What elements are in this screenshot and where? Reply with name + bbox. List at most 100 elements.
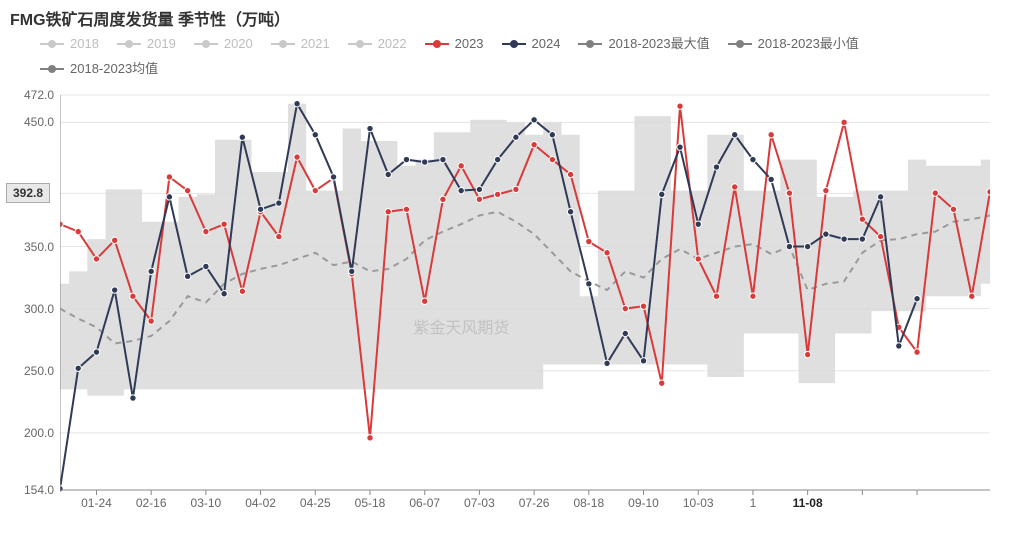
x-tick-label: 08-18 (573, 496, 604, 510)
legend-label: 2022 (378, 33, 407, 55)
legend-dot-icon (48, 65, 56, 73)
series-2024-marker (148, 268, 154, 274)
series-2023-marker (166, 174, 172, 180)
series-2024-marker (586, 281, 592, 287)
x-tick-label: 06-07 (409, 496, 440, 510)
series-2023-marker (604, 250, 610, 256)
legend-item-7[interactable]: 2018-2023最大值 (578, 33, 709, 55)
series-2023-marker (640, 303, 646, 309)
series-2024-marker (93, 349, 99, 355)
series-2023-marker (367, 435, 373, 441)
y-tick-label: 350.0 (10, 240, 54, 254)
series-2024-marker (184, 273, 190, 279)
x-tick-label: 07-26 (519, 496, 550, 510)
legend-dot-icon (356, 40, 364, 48)
series-2023-marker (312, 187, 318, 193)
x-tick-label: 04-02 (245, 496, 276, 510)
series-2023-marker (695, 256, 701, 262)
series-2023-marker (476, 196, 482, 202)
series-2023-marker (950, 206, 956, 212)
legend-label: 2024 (532, 33, 561, 55)
series-2024-marker (166, 194, 172, 200)
series-2023-marker (513, 186, 519, 192)
series-2023-marker (422, 298, 428, 304)
series-2023-marker (294, 154, 300, 160)
series-2023-marker (786, 190, 792, 196)
y-tick-label: 472.0 (10, 88, 54, 102)
series-2023-marker (494, 191, 500, 197)
legend-swatch (425, 43, 449, 45)
series-2024-marker (659, 191, 665, 197)
legend-dot-icon (125, 40, 133, 48)
legend-item-2[interactable]: 2020 (194, 33, 253, 55)
series-2024-marker (367, 125, 373, 131)
series-2023-marker (987, 189, 990, 195)
y-axis-current-marker: 392.8 (6, 183, 50, 203)
series-2023-marker (914, 349, 920, 355)
legend-item-4[interactable]: 2022 (348, 33, 407, 55)
legend-swatch (502, 43, 526, 45)
series-2024-marker (130, 395, 136, 401)
legend-item-0[interactable]: 2018 (40, 33, 99, 55)
series-2024-marker (440, 156, 446, 162)
legend-swatch (40, 43, 64, 45)
series-2024-marker (112, 287, 118, 293)
series-2024-marker (476, 186, 482, 192)
range-band (60, 104, 990, 396)
y-tick-label: 300.0 (10, 302, 54, 316)
x-tick-label: 11-08 (793, 496, 823, 510)
legend-item-8[interactable]: 2018-2023最小值 (728, 33, 859, 55)
series-2024-marker (385, 171, 391, 177)
x-tick-label: 09-10 (628, 496, 659, 510)
legend-label: 2018 (70, 33, 99, 55)
series-2023-marker (203, 228, 209, 234)
series-2023-marker (622, 305, 628, 311)
series-2024-marker (604, 360, 610, 366)
series-2023-marker (184, 187, 190, 193)
legend-item-9[interactable]: 2018-2023均值 (40, 58, 158, 80)
series-2023-marker (567, 171, 573, 177)
legend-item-1[interactable]: 2019 (117, 33, 176, 55)
legend-dot-icon (279, 40, 287, 48)
x-tick-label: 1 (750, 496, 757, 510)
series-2023-marker (659, 380, 665, 386)
legend-swatch (578, 43, 602, 45)
series-2024-marker (713, 164, 719, 170)
y-tick-label: 250.0 (10, 364, 54, 378)
x-tick-label: 04-25 (300, 496, 331, 510)
series-2023-marker (130, 293, 136, 299)
legend-label: 2023 (455, 33, 484, 55)
series-2023-marker (93, 256, 99, 262)
series-2024-marker (914, 296, 920, 302)
series-2023-marker (75, 228, 81, 234)
legend-swatch (40, 68, 64, 70)
series-2024-marker (257, 206, 263, 212)
series-2023-marker (239, 288, 245, 294)
legend-label: 2018-2023最小值 (758, 33, 859, 55)
series-2024-marker (877, 194, 883, 200)
plot-svg (60, 90, 990, 520)
series-2024-marker (750, 156, 756, 162)
legend-item-3[interactable]: 2021 (271, 33, 330, 55)
y-tick-label: 154.0 (10, 483, 54, 497)
series-2024-marker (896, 343, 902, 349)
legend-label: 2018-2023最大值 (608, 33, 709, 55)
legend-swatch (194, 43, 218, 45)
series-2024-marker (786, 243, 792, 249)
series-2023-marker (385, 209, 391, 215)
series-2024-marker (221, 291, 227, 297)
series-2023-marker (859, 216, 865, 222)
series-2024-marker (695, 221, 701, 227)
series-2023-marker (969, 293, 975, 299)
x-tick-label: 05-18 (355, 496, 386, 510)
legend-item-5[interactable]: 2023 (425, 33, 484, 55)
x-tick-label: 02-16 (136, 496, 167, 510)
series-2024-marker (294, 100, 300, 106)
legend-label: 2021 (301, 33, 330, 55)
legend-swatch (348, 43, 372, 45)
series-2024-marker (677, 144, 683, 150)
legend-item-6[interactable]: 2024 (502, 33, 561, 55)
series-2024-marker (567, 209, 573, 215)
series-2023-marker (531, 141, 537, 147)
chart-root: FMG铁矿石周度发货量 季节性（万吨） 20182019202020212022… (0, 0, 1010, 554)
